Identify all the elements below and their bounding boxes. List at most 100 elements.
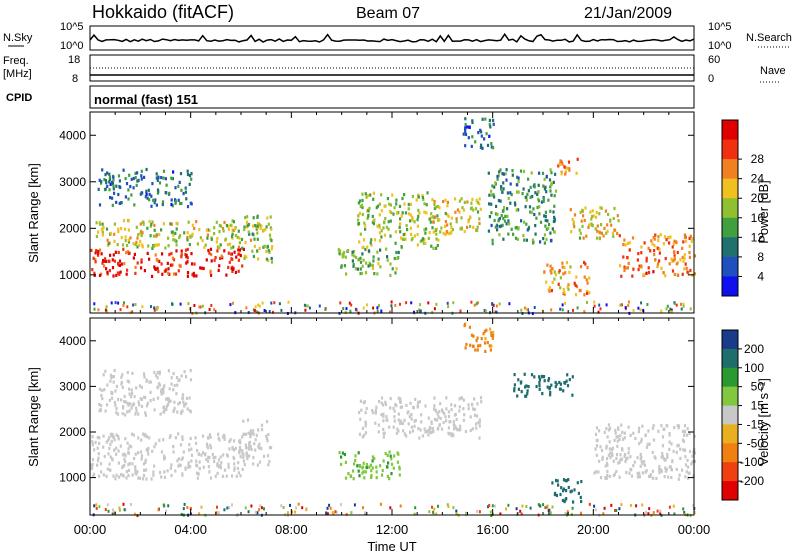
velocity-echo-cell (580, 480, 583, 484)
power-echo-cell (395, 198, 398, 202)
power-ground-scatter-cell (433, 307, 436, 311)
power-echo-cell (217, 246, 220, 250)
velocity-echo-cell (115, 411, 118, 415)
velocity-echo-cell (414, 418, 417, 423)
power-echo-cell (533, 185, 536, 189)
power-echo-cell (492, 122, 495, 126)
velocity-echo-cell (245, 446, 248, 450)
power-echo-cell (491, 238, 494, 242)
velocity-echo-cell (181, 472, 184, 476)
velocity-echo-cell (242, 459, 245, 463)
velocity-echo-cell (399, 419, 402, 423)
power-echo-cell (488, 193, 491, 197)
velocity-echo-cell (683, 448, 687, 452)
station-title: Hokkaido (fitACF) (92, 2, 234, 22)
velocity-echo-cell (136, 470, 139, 474)
power-echo-cell (145, 189, 148, 193)
power-echo-cell (464, 117, 467, 121)
velocity-ground-scatter-cell (693, 511, 696, 515)
nsky-label: N.Sky (3, 32, 33, 44)
power-echo-cell (605, 231, 608, 235)
power-echo-cell (140, 191, 143, 195)
velocity-echo-cell (445, 419, 448, 423)
velocity-echo-cell (420, 420, 423, 424)
velocity-ground-scatter-cell (329, 506, 332, 510)
power-echo-cell (662, 271, 665, 275)
power-echo-cell (124, 235, 127, 239)
power-echo-cell (100, 228, 103, 232)
power-colorbar-tick-label: 24 (751, 172, 765, 186)
power-echo-cell (651, 242, 654, 246)
velocity-echo-cell (142, 432, 145, 436)
power-echo-cell (140, 266, 143, 270)
velocity-echo-cell (144, 460, 147, 464)
velocity-echo-cell (101, 397, 104, 401)
velocity-echo-cell (250, 432, 253, 436)
velocity-ground-scatter-cell (493, 504, 496, 508)
power-echo-cell (640, 251, 643, 255)
power-echo-cell (432, 246, 435, 250)
power-echo-cell (388, 209, 392, 214)
velocity-echo-cell (640, 455, 643, 459)
power-echo-cell (548, 289, 551, 293)
velocity-echo-cell (115, 473, 118, 477)
velocity-ground-scatter-cell (432, 510, 435, 514)
power-echo-cell (185, 261, 188, 265)
power-echo-cell (160, 176, 163, 180)
power-echo-cell (399, 217, 402, 221)
power-echo-cell (155, 176, 158, 180)
power-echo-cell (161, 200, 165, 204)
velocity-echo-cell (267, 433, 270, 437)
power-echo-cell (377, 257, 380, 261)
power-echo-cell (145, 167, 148, 172)
power-echo-cell (94, 260, 97, 264)
power-echo-cell (358, 211, 361, 216)
power-echo-cell (563, 165, 566, 169)
power-echo-cell (394, 230, 397, 234)
velocity-echo-cell (618, 437, 621, 442)
power-echo-cell (341, 255, 344, 259)
velocity-colorbar-frame (721, 329, 739, 501)
power-echo-cell (351, 253, 354, 257)
velocity-echo-cell (625, 457, 628, 461)
velocity-echo-cell (580, 499, 583, 504)
power-echo-cell (519, 169, 523, 173)
power-echo-cell (140, 233, 143, 238)
power-echo-cell (361, 205, 364, 210)
power-echo-cell (450, 216, 453, 220)
power-echo-cell (466, 125, 469, 129)
velocity-echo-cell (607, 428, 611, 432)
velocity-echo-cell (227, 462, 230, 466)
power-echo-cell (423, 202, 426, 206)
velocity-echo-cell (458, 409, 461, 413)
power-echo-cell (361, 246, 364, 250)
velocity-echo-cell (670, 468, 673, 472)
velocity-echo-cell (347, 472, 350, 476)
power-echo-cell (139, 239, 142, 243)
velocity-echo-cell (102, 473, 105, 477)
power-echo-cell (110, 180, 113, 185)
velocity-echo-cell (594, 447, 597, 451)
power-echo-cell (425, 211, 428, 215)
power-ytick-label: 4000 (59, 128, 86, 142)
velocity-ground-scatter-cell (507, 503, 510, 507)
power-echo-cell (150, 204, 153, 208)
power-echo-cell (554, 273, 557, 277)
power-echo-cell (431, 198, 434, 202)
velocity-echo-cell (621, 448, 624, 452)
velocity-echo-cell (563, 500, 566, 504)
power-echo-cell (257, 221, 260, 225)
power-ground-scatter-cell (93, 307, 96, 311)
time-tick-label: 00:00 (74, 522, 107, 537)
velocity-echo-cell (660, 424, 663, 428)
power-echo-cell (120, 262, 123, 266)
velocity-echo-cell (388, 425, 391, 429)
velocity-echo-cell (450, 403, 453, 407)
power-echo-cell (416, 232, 419, 237)
velocity-echo-cell (216, 471, 219, 475)
power-echo-cell (513, 201, 517, 205)
velocity-echo-cell (167, 398, 170, 402)
power-echo-cell (361, 192, 364, 196)
power-echo-cell (260, 224, 263, 228)
power-echo-cell (132, 242, 135, 246)
